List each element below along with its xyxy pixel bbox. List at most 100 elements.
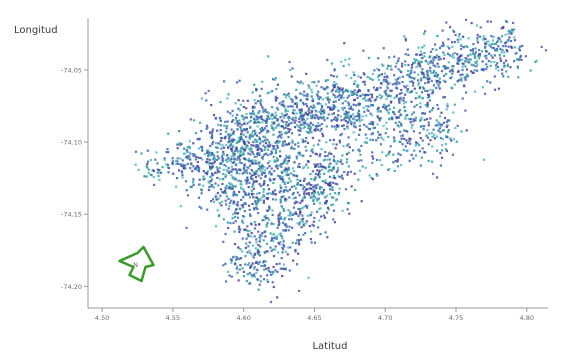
data-point — [255, 121, 258, 124]
data-point — [439, 123, 442, 126]
data-point — [229, 182, 232, 186]
data-point — [274, 193, 278, 196]
data-point — [145, 165, 148, 168]
data-point — [328, 182, 331, 185]
data-point — [544, 49, 547, 52]
data-point — [224, 173, 227, 177]
data-point — [288, 95, 291, 98]
data-point — [234, 178, 237, 181]
data-point — [261, 80, 264, 83]
data-point — [345, 110, 348, 113]
data-point — [201, 149, 204, 152]
data-point — [256, 140, 259, 143]
data-point — [329, 106, 332, 109]
data-point — [216, 176, 219, 179]
data-point — [493, 75, 496, 78]
data-point — [412, 120, 415, 123]
data-point — [207, 170, 210, 173]
data-point — [488, 43, 491, 46]
data-point — [320, 105, 324, 108]
data-point — [412, 157, 415, 160]
data-point — [275, 263, 278, 266]
data-point — [263, 110, 266, 113]
data-point — [417, 79, 420, 82]
data-point — [343, 106, 346, 109]
data-point — [304, 111, 307, 114]
data-point — [339, 115, 342, 118]
data-point — [321, 106, 324, 109]
data-point — [197, 147, 200, 150]
data-point — [175, 177, 179, 180]
data-point — [258, 164, 261, 167]
data-point — [371, 132, 374, 135]
data-point — [302, 167, 305, 170]
data-point — [285, 131, 288, 134]
data-point — [253, 267, 256, 271]
data-point — [253, 133, 256, 136]
data-point — [219, 118, 222, 121]
data-point — [404, 37, 407, 40]
data-point — [303, 195, 306, 198]
data-point — [340, 60, 343, 63]
data-point — [376, 88, 379, 91]
data-point — [376, 174, 379, 177]
data-point — [246, 145, 249, 148]
data-point — [318, 110, 321, 113]
data-point — [339, 134, 342, 137]
data-point — [243, 169, 246, 172]
data-point — [383, 72, 386, 75]
data-point — [345, 153, 348, 156]
data-point — [279, 199, 282, 202]
data-point — [404, 93, 407, 96]
data-point — [434, 65, 437, 68]
data-point — [390, 116, 394, 119]
data-point — [346, 208, 349, 211]
data-point — [497, 36, 500, 39]
data-point — [277, 123, 280, 126]
data-point — [270, 239, 273, 242]
data-point — [465, 129, 468, 132]
data-point — [260, 115, 263, 118]
data-point — [186, 194, 190, 197]
data-point — [171, 160, 174, 163]
data-point — [230, 128, 233, 131]
data-point — [333, 86, 336, 89]
data-point — [205, 160, 208, 164]
data-point — [373, 126, 376, 129]
data-point — [317, 121, 320, 125]
data-point — [266, 222, 269, 225]
data-point — [261, 158, 264, 161]
data-point — [345, 161, 348, 164]
data-point — [331, 113, 334, 116]
data-point — [262, 239, 265, 242]
data-point — [316, 94, 319, 97]
data-point — [447, 66, 450, 70]
data-point — [271, 213, 274, 217]
data-point — [225, 143, 228, 147]
data-point — [500, 27, 503, 30]
data-point — [194, 158, 197, 161]
data-point — [470, 63, 473, 66]
data-point — [254, 102, 257, 105]
data-point — [341, 177, 344, 180]
data-point — [291, 226, 294, 229]
north-arrow: N — [118, 245, 155, 283]
data-point — [217, 215, 220, 218]
data-point — [275, 237, 278, 240]
data-point — [211, 130, 214, 133]
data-point — [409, 80, 412, 83]
data-point — [243, 129, 246, 132]
data-point — [381, 151, 384, 154]
data-point — [330, 90, 333, 93]
data-point — [319, 202, 322, 205]
data-point — [227, 270, 230, 273]
data-point — [227, 207, 230, 210]
y-axis-title: Longitud — [14, 25, 58, 36]
data-point — [480, 68, 483, 71]
data-point — [288, 116, 291, 119]
data-point — [175, 185, 178, 188]
data-point — [347, 111, 350, 114]
data-point — [368, 97, 371, 100]
data-point — [323, 216, 326, 219]
data-point — [386, 67, 389, 70]
